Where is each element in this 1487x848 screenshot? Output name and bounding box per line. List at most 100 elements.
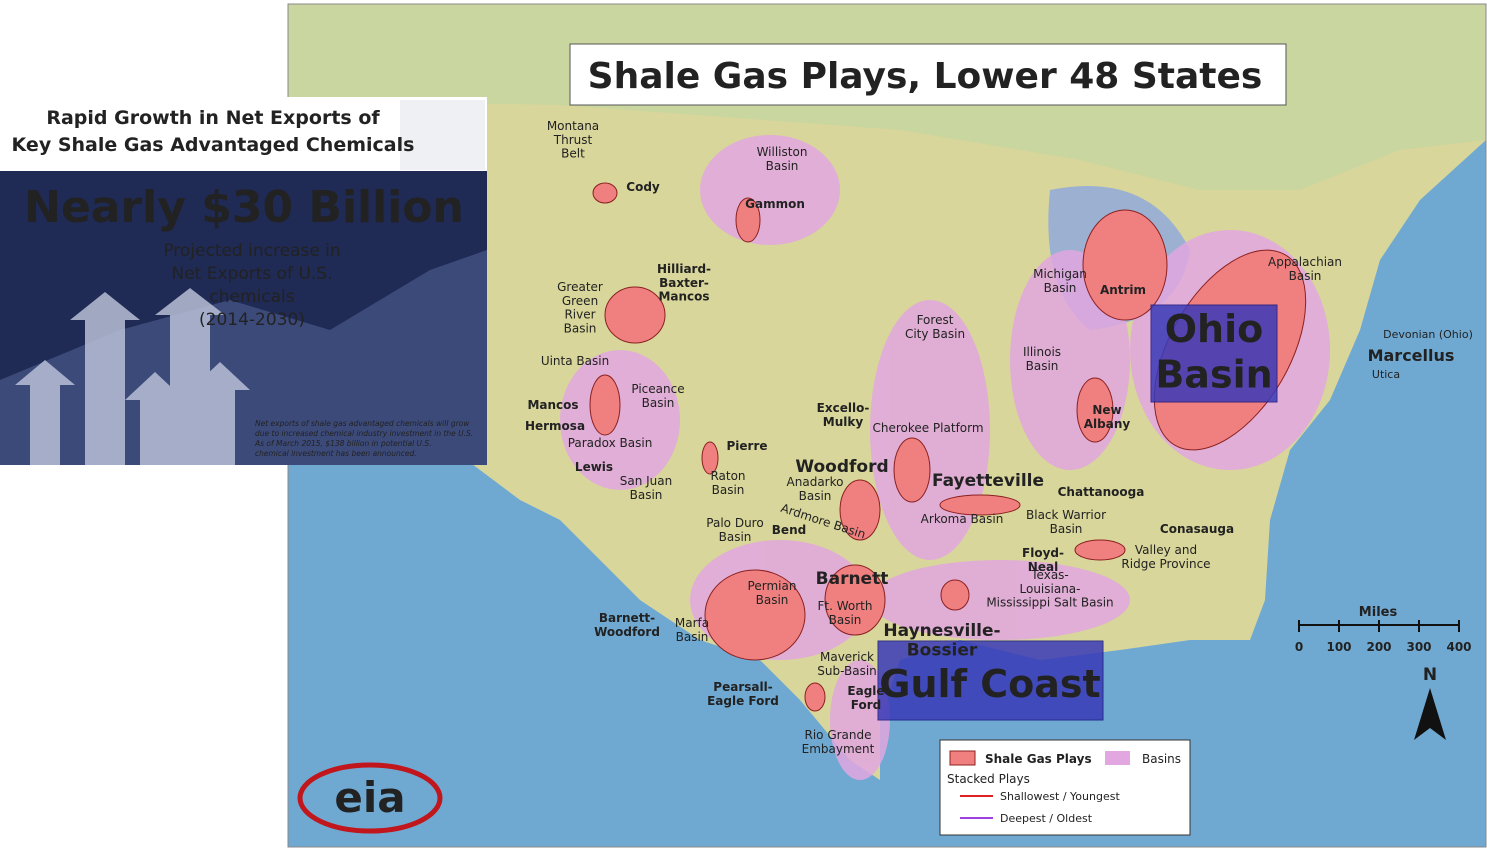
info-subtitle: Projected increase in Net Exports of U.S.… (163, 241, 340, 330)
label-line: Paradox Basin (568, 436, 653, 450)
map-label: Michigan Basin (1033, 267, 1087, 295)
label-line: Ford (851, 698, 881, 712)
label-line: Basin (564, 321, 597, 335)
label-line: Basin (630, 488, 663, 502)
subtitle-line: (2014-2030) (199, 310, 305, 330)
label-line: Bossier (907, 641, 978, 661)
map-label: Woodford (795, 457, 888, 477)
label-line: Maverick (820, 650, 874, 664)
label-line: Arkoma Basin (921, 512, 1004, 526)
scale-tick-label: 200 (1366, 640, 1391, 654)
map-label: New Albany (1084, 403, 1131, 431)
label-line: Devonian (Ohio) (1383, 328, 1473, 341)
label-line: Basin (1026, 359, 1059, 373)
map-label: Permian Basin (748, 579, 797, 607)
label-line: San Juan (620, 474, 673, 488)
map-label: Barnett (816, 569, 889, 589)
subtitle-line: Net Exports of U.S. (172, 264, 333, 284)
label-line: Mancos (527, 398, 578, 412)
label-line: Woodford (594, 625, 660, 639)
map-label: Conasauga (1160, 522, 1234, 536)
map-label: Forest City Basin (905, 313, 965, 341)
label-line: Basin (1050, 522, 1083, 536)
label-line: Antrim (1100, 283, 1146, 297)
label-line: Gammon (745, 197, 805, 211)
map-label: Piceance Basin (631, 382, 684, 410)
label-line: Mulky (823, 415, 864, 429)
map-label: Ft. Worth Basin (818, 599, 873, 627)
label-line: Illinois (1023, 345, 1061, 359)
label-line: Basin (766, 159, 799, 173)
legend-label: Shallowest / Youngest (1000, 790, 1120, 803)
map-label: Palo Duro Basin (706, 516, 763, 544)
label-line: Piceance (631, 382, 684, 396)
label-line: Basin (642, 396, 675, 410)
label-line: Basin (1044, 281, 1077, 295)
info-headline: Nearly $30 Billion (24, 182, 464, 233)
label-line: Green (562, 294, 598, 308)
north-arrow (1414, 688, 1446, 740)
label-line: Conasauga (1160, 522, 1234, 536)
label-line: Texas- (1030, 568, 1069, 582)
map-label: Devonian (Ohio) (1383, 328, 1473, 341)
map-label: Texas-Louisiana-Mississippi Salt Basin (986, 568, 1113, 610)
map-label: San Juan Basin (620, 474, 673, 502)
highlight-box (877, 640, 1104, 721)
map-label: Black Warrior Basin (1026, 508, 1106, 536)
label-line: Mancos (658, 290, 709, 304)
title-box (569, 43, 1287, 106)
label-line: Valley and (1135, 543, 1197, 557)
map-label: Cherokee Platform (872, 421, 983, 435)
map-label: Haynesville-Bossier (883, 621, 1000, 661)
map-label: Williston Basin (757, 145, 808, 173)
legend-swatch (1105, 751, 1130, 765)
highlight-label: Gulf Coast (879, 662, 1100, 706)
map-label: Cody (626, 180, 660, 194)
legend-swatch (949, 750, 976, 766)
label-line: Haynesville- (883, 621, 1000, 641)
label-line: Fayetteville (932, 471, 1044, 491)
legend-label: Shale Gas Plays (985, 752, 1092, 766)
map-label: Bend (772, 523, 806, 537)
highlight-label: Ohio Basin (1155, 307, 1272, 397)
map-title: Shale Gas Plays, Lower 48 States (588, 56, 1263, 97)
label-line: Basin (829, 613, 862, 627)
map-label: Antrim (1100, 283, 1146, 297)
map: Shale Gas Plays, Lower 48 States Shale G… (288, 4, 1486, 847)
label-line: Marcellus (1368, 346, 1455, 365)
label-line: Neal (1028, 560, 1058, 574)
map-label: Montana Thrust Belt (547, 119, 599, 161)
label-line: Palo Duro (706, 516, 763, 530)
label-line: Floyd- (1022, 546, 1064, 560)
label-line: Excello- (817, 401, 870, 415)
map-label: Uinta Basin (541, 354, 609, 368)
map-label: Lewis (575, 460, 613, 474)
label-line: Louisiana- (1020, 582, 1081, 596)
map-label: Barnett-Woodford (594, 611, 660, 639)
label-line: Thrust (553, 133, 593, 147)
legend-label: Deepest / Oldest (1000, 812, 1093, 825)
label-line: Sub-Basin (817, 664, 877, 678)
label-line: Montana (547, 119, 599, 133)
label-line: Pearsall- (713, 680, 772, 694)
footnote-line: As of March 2015, $138 billion in potent… (254, 439, 432, 448)
map-label: Rio Grande Embayment (802, 728, 875, 756)
map-label: Mancos (527, 398, 578, 412)
label-line: Appalachian (1268, 255, 1342, 269)
label-line: Barnett- (599, 611, 655, 625)
label-line: Cherokee Platform (872, 421, 983, 435)
label-line: Marfa (675, 616, 709, 630)
label-line: Basin (719, 530, 752, 544)
map-label: Anadarko Basin (787, 475, 844, 503)
label-line: Forest (917, 313, 954, 327)
map-label: Appalachian Basin (1268, 255, 1342, 283)
map-label: Hermosa (525, 419, 585, 433)
scale-tick-label: 0 (1295, 640, 1303, 654)
legend-box (939, 739, 1191, 836)
label-line: New (1092, 403, 1121, 417)
footnote-line: Net exports of shale gas advantaged chem… (255, 419, 470, 428)
label-line: Ridge Province (1121, 557, 1210, 571)
label-line: Embayment (802, 742, 875, 756)
footnote-line: due to increased chemical industry inves… (255, 429, 473, 438)
